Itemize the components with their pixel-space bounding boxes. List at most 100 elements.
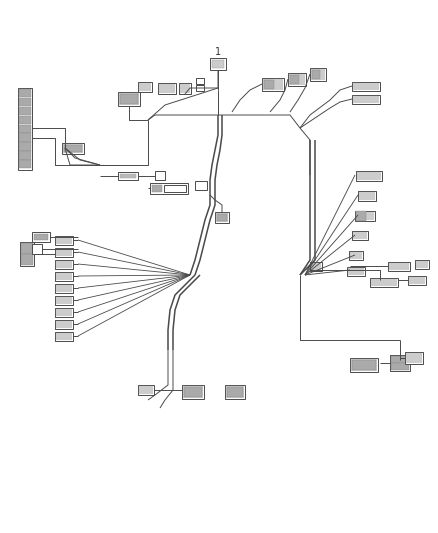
Bar bbox=[356, 211, 366, 221]
Bar bbox=[56, 273, 72, 280]
Bar bbox=[415, 260, 429, 269]
Bar bbox=[159, 84, 175, 93]
Bar bbox=[55, 308, 73, 317]
Bar bbox=[312, 70, 320, 79]
Bar bbox=[264, 80, 274, 89]
Bar bbox=[55, 332, 73, 341]
Bar bbox=[19, 151, 31, 159]
Bar bbox=[370, 278, 398, 287]
Bar bbox=[347, 267, 365, 276]
Bar bbox=[19, 125, 31, 133]
Bar bbox=[212, 60, 224, 68]
Bar bbox=[262, 78, 284, 91]
Bar bbox=[405, 352, 423, 364]
Bar bbox=[56, 261, 72, 268]
Bar bbox=[18, 88, 32, 170]
Bar bbox=[19, 107, 31, 115]
Bar bbox=[63, 144, 83, 153]
Bar bbox=[118, 92, 140, 106]
Bar bbox=[408, 276, 426, 285]
Bar bbox=[164, 185, 186, 192]
Bar bbox=[409, 277, 425, 284]
Bar bbox=[352, 360, 376, 370]
Bar bbox=[55, 248, 73, 257]
Bar bbox=[32, 244, 42, 254]
Bar bbox=[215, 212, 229, 223]
Bar bbox=[56, 297, 72, 304]
Bar bbox=[64, 145, 82, 152]
Bar bbox=[371, 279, 397, 286]
Bar bbox=[406, 353, 422, 363]
Bar bbox=[182, 385, 204, 399]
Bar bbox=[19, 89, 31, 98]
Bar bbox=[56, 321, 72, 328]
Bar bbox=[20, 242, 34, 266]
Bar bbox=[227, 387, 243, 397]
Bar bbox=[56, 237, 72, 244]
Bar bbox=[196, 85, 204, 91]
Bar bbox=[155, 171, 165, 180]
Bar bbox=[359, 192, 375, 200]
Bar bbox=[120, 94, 138, 104]
Bar bbox=[356, 212, 374, 220]
Bar bbox=[352, 231, 368, 240]
Bar bbox=[184, 387, 202, 397]
Bar bbox=[356, 171, 382, 181]
Bar bbox=[138, 385, 154, 395]
Bar bbox=[139, 83, 151, 91]
Bar bbox=[150, 183, 188, 194]
Bar bbox=[19, 142, 31, 151]
Bar bbox=[179, 83, 191, 94]
Bar bbox=[355, 211, 375, 221]
Bar bbox=[119, 93, 139, 105]
Bar bbox=[19, 116, 31, 124]
Bar bbox=[56, 285, 72, 292]
Bar bbox=[32, 232, 50, 242]
Bar bbox=[216, 213, 228, 222]
Bar bbox=[311, 69, 325, 80]
Bar bbox=[391, 356, 409, 362]
Bar bbox=[389, 263, 409, 270]
Bar bbox=[118, 172, 138, 180]
Bar bbox=[183, 386, 203, 398]
Bar bbox=[152, 185, 162, 192]
Bar bbox=[290, 75, 299, 84]
Bar bbox=[388, 262, 410, 271]
Bar bbox=[21, 243, 33, 254]
Bar bbox=[350, 358, 378, 372]
Bar bbox=[289, 74, 305, 85]
Bar bbox=[55, 236, 73, 245]
Bar bbox=[196, 78, 204, 84]
Bar bbox=[350, 252, 362, 259]
Bar bbox=[352, 82, 380, 91]
Bar bbox=[353, 232, 367, 239]
Bar bbox=[180, 84, 190, 93]
Bar bbox=[349, 251, 363, 260]
Bar bbox=[225, 385, 245, 399]
Bar bbox=[56, 333, 72, 340]
Bar bbox=[19, 160, 31, 168]
Bar bbox=[55, 260, 73, 269]
Bar bbox=[358, 191, 376, 201]
Bar bbox=[56, 309, 72, 316]
Bar bbox=[217, 214, 227, 221]
Bar bbox=[19, 98, 31, 106]
Bar bbox=[353, 83, 379, 90]
Bar bbox=[353, 96, 379, 103]
Bar bbox=[416, 261, 428, 268]
Bar bbox=[19, 133, 31, 142]
Bar bbox=[62, 143, 84, 154]
Bar bbox=[21, 254, 33, 264]
Bar bbox=[210, 58, 226, 70]
Bar bbox=[357, 172, 381, 180]
Bar bbox=[158, 83, 176, 94]
Bar bbox=[311, 263, 321, 270]
Bar bbox=[288, 73, 306, 86]
Bar bbox=[263, 79, 283, 90]
Bar bbox=[120, 174, 136, 178]
Bar bbox=[352, 95, 380, 104]
Bar bbox=[56, 249, 72, 256]
Text: 1: 1 bbox=[215, 47, 221, 57]
Bar bbox=[139, 386, 153, 394]
Bar bbox=[195, 181, 207, 190]
